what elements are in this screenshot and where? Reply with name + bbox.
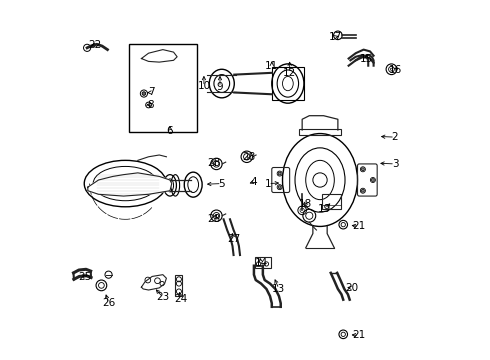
- Text: 7: 7: [148, 87, 154, 98]
- Polygon shape: [142, 275, 167, 290]
- Text: 16: 16: [389, 65, 402, 75]
- Text: 20: 20: [345, 283, 359, 293]
- Circle shape: [278, 172, 281, 175]
- Text: 2: 2: [392, 132, 398, 142]
- Bar: [175, 275, 182, 296]
- Circle shape: [371, 179, 374, 181]
- Text: 10: 10: [197, 81, 211, 91]
- Text: 13: 13: [272, 284, 286, 294]
- Text: 28: 28: [242, 152, 255, 162]
- Text: 1: 1: [265, 179, 271, 189]
- Text: 9: 9: [217, 82, 223, 92]
- Text: 21: 21: [353, 221, 366, 231]
- Text: 28: 28: [208, 158, 221, 168]
- Circle shape: [362, 168, 364, 171]
- Text: 14: 14: [254, 258, 268, 268]
- Circle shape: [278, 186, 281, 189]
- Bar: [322, 194, 342, 208]
- Text: 6: 6: [167, 126, 173, 136]
- Text: 4: 4: [250, 177, 257, 187]
- Circle shape: [362, 189, 364, 192]
- Text: 19: 19: [318, 203, 331, 213]
- Text: 24: 24: [174, 294, 187, 303]
- Text: 22: 22: [88, 40, 101, 50]
- Bar: [255, 257, 271, 267]
- Polygon shape: [88, 173, 172, 196]
- Text: 25: 25: [78, 272, 92, 282]
- Text: 28: 28: [208, 213, 221, 224]
- Text: 8: 8: [148, 100, 154, 110]
- Text: 18: 18: [299, 199, 312, 209]
- Circle shape: [142, 92, 146, 95]
- Text: 17: 17: [328, 32, 342, 42]
- Text: 5: 5: [219, 179, 225, 189]
- Text: 23: 23: [156, 292, 170, 302]
- Bar: [272, 67, 304, 100]
- Bar: [129, 44, 197, 132]
- Text: 12: 12: [283, 68, 296, 78]
- Text: 21: 21: [353, 330, 366, 341]
- Text: 3: 3: [392, 159, 398, 169]
- Text: 15: 15: [360, 54, 373, 64]
- Bar: [298, 129, 342, 135]
- Text: 26: 26: [102, 298, 115, 308]
- Text: 11: 11: [265, 61, 278, 71]
- Text: 27: 27: [227, 234, 240, 244]
